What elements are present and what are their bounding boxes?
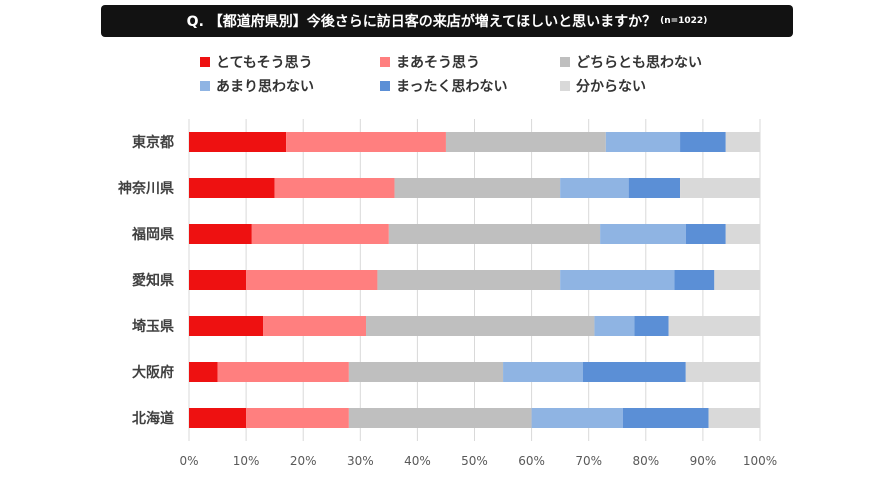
bar-segment: [708, 408, 760, 428]
legend-label: どちらとも思わない: [576, 55, 702, 71]
category-label: 東京都: [132, 134, 174, 151]
legend-item: まあそう思う: [380, 52, 480, 72]
bar-segment: [189, 132, 287, 152]
bar-segment: [600, 224, 686, 244]
category-label: 愛知県: [132, 272, 174, 289]
x-tick-label: 60%: [518, 454, 545, 468]
bar-segment: [246, 408, 349, 428]
legend-label: まったく思わない: [396, 79, 508, 95]
bar-segment: [560, 270, 675, 290]
category-label: 北海道: [132, 410, 174, 427]
legend-label: 分からない: [576, 79, 646, 95]
bar-segment: [189, 362, 218, 382]
bar-segment: [377, 270, 561, 290]
bar-segment: [685, 224, 726, 244]
bar-segment: [189, 316, 264, 336]
x-tick-label: 10%: [233, 454, 260, 468]
legend-label: まあそう思う: [396, 55, 480, 71]
legend-swatch: [200, 81, 210, 91]
bar-segment: [582, 362, 686, 382]
x-tick-label: 0%: [179, 454, 198, 468]
bar-segment: [668, 316, 760, 336]
bar-segment: [388, 224, 601, 244]
legend-label: あまり思わない: [216, 79, 314, 95]
bar-segment: [348, 408, 532, 428]
bar-segment: [189, 408, 247, 428]
bar-segment: [680, 132, 726, 152]
bar-segment: [725, 224, 760, 244]
bar-segment: [714, 270, 760, 290]
bar-segment: [594, 316, 635, 336]
bar-segment: [628, 178, 681, 198]
category-label: 神奈川県: [118, 180, 174, 197]
bar-segment: [674, 270, 715, 290]
bar-segment: [560, 178, 629, 198]
bar-segment: [189, 178, 275, 198]
bar-segment: [725, 132, 760, 152]
x-tick-label: 100%: [743, 454, 777, 468]
chart-title-text: Q. 【都道府県別】今後さらに訪日客の来店が増えてほしいと思いますか？: [186, 14, 657, 30]
x-tick-label: 80%: [632, 454, 659, 468]
bar-segment: [348, 362, 504, 382]
chart-title: Q. 【都道府県別】今後さらに訪日客の来店が増えてほしいと思いますか？ (n=1…: [101, 5, 793, 37]
sample-size-note: (n=1022): [660, 16, 708, 26]
bar-segment: [622, 408, 709, 428]
bar-segment: [605, 132, 681, 152]
x-tick-label: 30%: [347, 454, 374, 468]
bar-segment: [286, 132, 446, 152]
legend-item: あまり思わない: [200, 76, 314, 96]
category-label: 福岡県: [131, 226, 174, 243]
x-tick-label: 50%: [461, 454, 488, 468]
bar-segment: [263, 316, 367, 336]
legend-swatch: [380, 57, 390, 67]
bar-segment: [366, 316, 595, 336]
legend-swatch: [560, 57, 570, 67]
x-tick-label: 20%: [290, 454, 317, 468]
bar-segment: [251, 224, 389, 244]
bar-segment: [189, 270, 247, 290]
category-label: 埼玉県: [132, 318, 174, 335]
bar-segment: [246, 270, 378, 290]
x-tick-label: 40%: [404, 454, 431, 468]
bar-segment: [503, 362, 583, 382]
x-tick-label: 90%: [690, 454, 717, 468]
bar-segment: [217, 362, 349, 382]
x-tick-label: 70%: [575, 454, 602, 468]
legend-swatch: [380, 81, 390, 91]
bar-segment: [634, 316, 669, 336]
legend-item: まったく思わない: [380, 76, 507, 96]
bar-segment: [274, 178, 395, 198]
legend-swatch: [560, 81, 570, 91]
bar-segment: [445, 132, 606, 152]
legend-swatch: [200, 57, 210, 67]
bar-segment: [394, 178, 561, 198]
category-label: 大阪府: [132, 364, 174, 381]
legend-label: とてもそう思う: [216, 55, 313, 71]
bar-segment: [531, 408, 623, 428]
legend-item: とてもそう思う: [200, 52, 313, 72]
legend-item: どちらとも思わない: [560, 52, 702, 72]
bar-segment: [685, 362, 760, 382]
legend-item: 分からない: [560, 76, 646, 96]
bar-segment: [189, 224, 252, 244]
bar-segment: [680, 178, 760, 198]
